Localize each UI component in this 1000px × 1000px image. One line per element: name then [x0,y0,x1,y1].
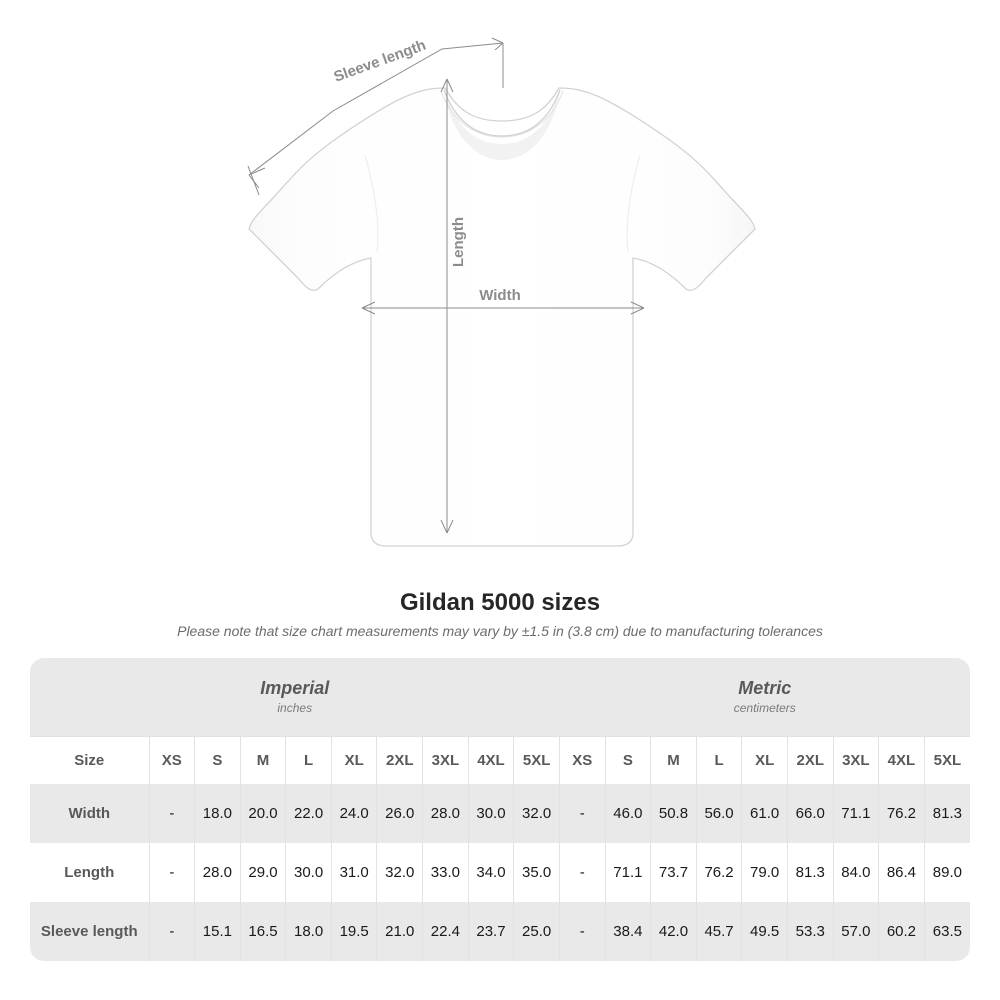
svg-text:Length: Length [450,217,467,267]
svg-text:Width: Width [479,287,521,304]
svg-text:Sleeve length: Sleeve length [332,37,429,86]
